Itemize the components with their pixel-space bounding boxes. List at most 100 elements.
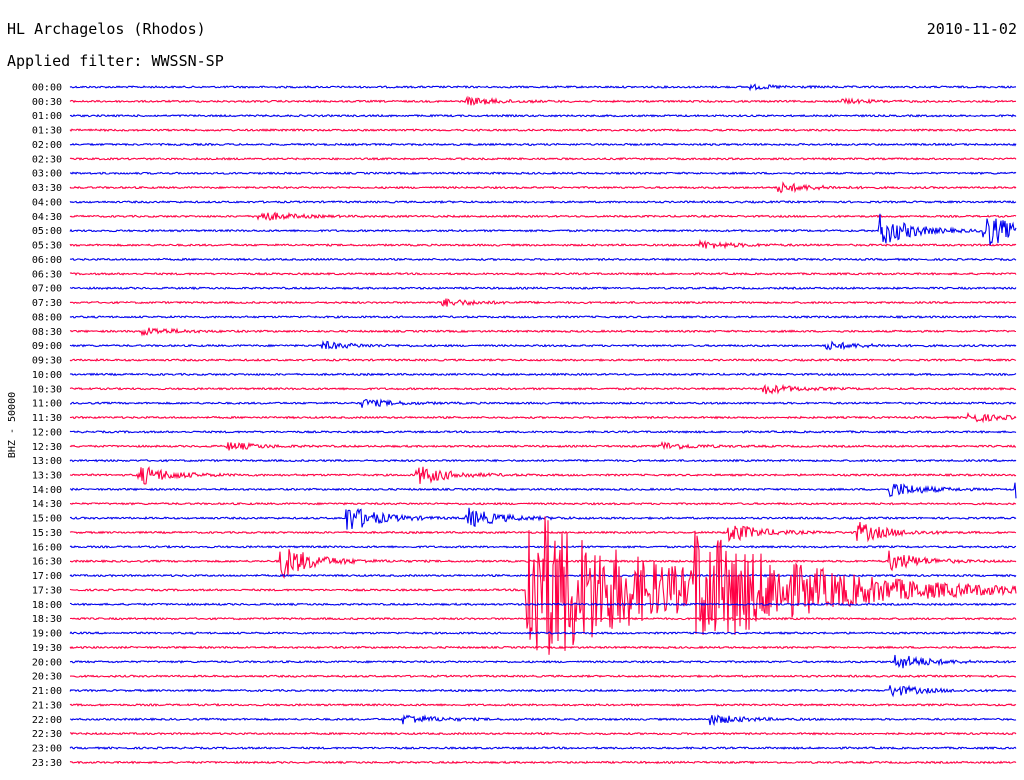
trace-row — [69, 411, 1017, 424]
row-time-label: 19:00 — [32, 629, 62, 640]
row-time-label: 10:00 — [32, 370, 62, 381]
trace-row — [69, 128, 1017, 132]
trace-row — [69, 286, 1017, 291]
trace-row — [70, 398, 1017, 408]
row-time-label: 13:00 — [32, 456, 62, 467]
row-time-label: 12:00 — [32, 427, 62, 438]
row-time-label: 14:00 — [32, 485, 62, 496]
trace-row — [69, 95, 1017, 106]
trace-row — [69, 339, 1017, 351]
row-time-label: 15:30 — [32, 528, 62, 539]
trace-row — [69, 674, 1017, 679]
trace-row — [69, 645, 1017, 650]
trace-row — [69, 257, 1017, 262]
trace-row — [69, 731, 1017, 736]
trace-row — [69, 200, 1017, 204]
trace-row — [69, 482, 1017, 499]
trace-row — [69, 142, 1017, 147]
row-time-label: 12:30 — [32, 442, 62, 453]
row-time-label: 03:30 — [32, 183, 62, 194]
trace-row — [69, 702, 1017, 707]
trace-row — [69, 213, 1017, 246]
row-time-label: 18:00 — [32, 600, 62, 611]
row-time-label: 17:30 — [32, 586, 62, 597]
row-time-label: 14:30 — [32, 499, 62, 510]
row-time-label: 02:00 — [32, 140, 62, 151]
trace-row — [69, 760, 1017, 765]
trace-row — [69, 211, 1017, 221]
date-label: 2010-11-02 — [926, 20, 1017, 38]
row-time-label: 01:30 — [32, 126, 62, 137]
trace-row — [69, 383, 1017, 395]
row-time-label: 13:30 — [32, 471, 62, 482]
row-time-label: 08:30 — [32, 327, 62, 338]
trace-row — [69, 440, 1017, 451]
row-time-label: 08:00 — [32, 312, 62, 323]
trace-row — [69, 298, 1017, 307]
row-time-label: 21:30 — [32, 700, 62, 711]
row-time-label: 23:00 — [32, 744, 62, 755]
filter-label: Applied filter: WWSSN-SP — [7, 52, 224, 70]
row-time-label: 10:30 — [32, 384, 62, 395]
row-time-label: 09:30 — [32, 356, 62, 367]
row-time-label: 04:30 — [32, 212, 62, 223]
trace-row — [69, 156, 1017, 161]
trace-row — [69, 746, 1017, 750]
trace-row — [69, 372, 1017, 377]
row-time-label: 05:30 — [32, 241, 62, 252]
trace-group — [69, 83, 1017, 765]
row-time-label: 20:30 — [32, 672, 62, 683]
row-time-label: 19:30 — [32, 643, 62, 654]
trace-row — [69, 714, 1017, 727]
row-time-label: 05:00 — [32, 226, 62, 237]
row-time-label: 03:00 — [32, 169, 62, 180]
trace-row — [69, 544, 1017, 549]
trace-row — [69, 271, 1017, 276]
trace-row — [69, 429, 1017, 434]
trace-row — [69, 501, 1017, 506]
row-time-label: 22:00 — [32, 715, 62, 726]
y-axis-label: BHZ - 50000 — [7, 392, 18, 458]
row-time-label: 15:00 — [32, 514, 62, 525]
row-time-label: 16:30 — [32, 557, 62, 568]
row-time-label: 02:30 — [32, 154, 62, 165]
trace-row — [69, 327, 1016, 337]
row-time-label: 11:00 — [32, 399, 62, 410]
trace-row — [69, 181, 1017, 194]
trace-row — [69, 466, 1017, 485]
row-time-label: 17:00 — [32, 571, 62, 582]
trace-row — [69, 113, 1017, 118]
trace-row — [69, 315, 1017, 319]
trace-row — [69, 358, 1017, 362]
row-time-label: 21:00 — [32, 686, 62, 697]
row-time-label: 22:30 — [32, 729, 62, 740]
trace-row — [69, 684, 1017, 698]
row-time-label: 18:30 — [32, 614, 62, 625]
row-time-label: 00:30 — [32, 97, 62, 108]
trace-row — [69, 507, 1017, 530]
trace-row — [69, 631, 1017, 635]
trace-row — [69, 602, 1017, 607]
row-time-label: 23:30 — [32, 758, 62, 769]
row-time-label: 07:00 — [32, 284, 62, 295]
trace-row — [69, 171, 1017, 176]
trace-row — [69, 522, 1017, 543]
row-time-label: 04:00 — [32, 198, 62, 209]
trace-row — [69, 516, 1017, 655]
trace-row — [69, 654, 1016, 669]
trace-row — [69, 616, 1017, 621]
row-time-label: 07:30 — [32, 298, 62, 309]
row-time-label: 16:00 — [32, 542, 62, 553]
row-label-group: 00:00 00:30 01:00 01:30 02:00 02:30 03:00 03:30… — [32, 83, 62, 769]
row-time-label: 00:00 — [32, 83, 62, 94]
station-title: HL Archagelos (Rhodos) — [7, 20, 206, 38]
row-time-label: 11:30 — [32, 413, 62, 424]
row-time-label: 06:30 — [32, 269, 62, 280]
trace-row — [69, 239, 1017, 250]
row-time-label: 09:00 — [32, 341, 62, 352]
trace-row — [69, 458, 1017, 463]
row-time-label: 20:00 — [32, 657, 62, 668]
row-time-label: 06:00 — [32, 255, 62, 266]
